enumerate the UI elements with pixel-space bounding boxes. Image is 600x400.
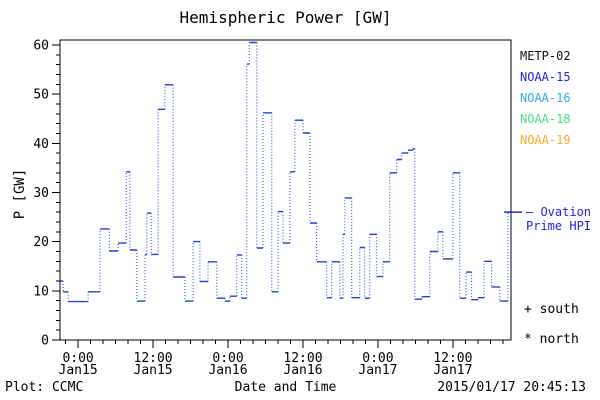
legend-item-noaa-19: NOAA-19 xyxy=(520,133,571,147)
ovation-prime-hpi-label: — Ovation Prime HPI xyxy=(526,205,591,233)
y-tick-label: 50 xyxy=(33,88,49,103)
x-tick-date-label: Jan16 xyxy=(208,363,247,378)
y-tick-label: 60 xyxy=(33,38,49,53)
x-axis-title: Date and Time xyxy=(234,380,337,395)
y-tick-label: 0 xyxy=(41,334,49,349)
x-tick-time-label: 12:00 xyxy=(134,351,173,366)
legend-item-noaa-15: NOAA-15 xyxy=(520,70,571,84)
x-tick-time-label: 12:00 xyxy=(283,351,322,366)
hpi-curve-vertical-steps xyxy=(62,42,509,302)
axes-frame xyxy=(59,39,512,341)
north-hemisphere-marker-label: * north xyxy=(524,332,579,347)
satellite-legend: METP-02 NOAA-15 NOAA-16 NOAA-18 NOAA-19 xyxy=(520,46,571,151)
hpi-curve xyxy=(60,41,511,303)
x-tick-date-label: Jan16 xyxy=(283,363,322,378)
ovation-label-line2: Prime HPI xyxy=(526,219,592,233)
plot-timestamp: 2015/01/17 20:45:13 xyxy=(437,380,586,395)
x-tick-time-label: 0:00 xyxy=(62,351,93,366)
x-tick-time-label: 12:00 xyxy=(433,351,472,366)
y-tick-label: 40 xyxy=(33,137,49,152)
x-tick-time-label: 0:00 xyxy=(212,351,243,366)
x-tick-date-label: Jan15 xyxy=(134,363,173,378)
x-tick-date-label: Jan17 xyxy=(358,363,397,378)
page-title: Hemispheric Power [GW] xyxy=(179,8,392,27)
legend-item-noaa-16: NOAA-16 xyxy=(520,91,571,105)
x-tick-time-label: 0:00 xyxy=(362,351,393,366)
south-hemisphere-marker-label: + south xyxy=(524,302,579,317)
y-tick-label: 10 xyxy=(33,284,49,299)
plot-source-label: Plot: CCMC xyxy=(5,380,84,395)
y-tick-label: 20 xyxy=(33,235,49,250)
legend-item-noaa-18: NOAA-18 xyxy=(520,112,571,126)
y-tick-label: 30 xyxy=(33,186,49,201)
ovation-label-line1: — Ovation xyxy=(526,205,592,219)
x-tick-date-label: Jan17 xyxy=(433,363,472,378)
x-tick-date-label: Jan15 xyxy=(59,363,98,378)
legend-item-metp-02: METP-02 xyxy=(520,49,571,63)
